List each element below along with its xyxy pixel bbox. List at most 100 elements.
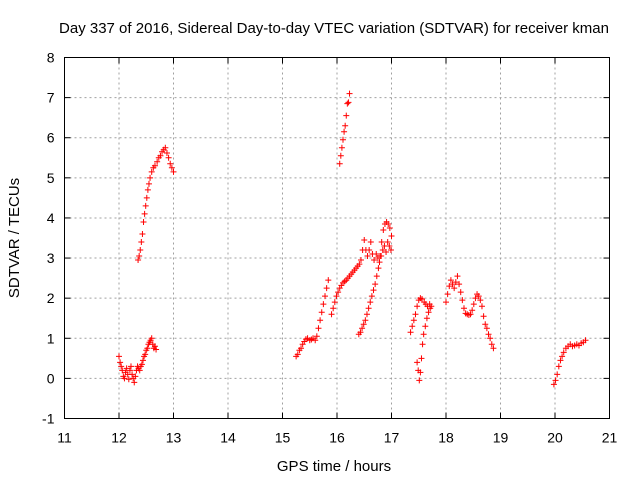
data-point: [323, 285, 330, 292]
data-point: [383, 249, 390, 256]
data-point: [312, 337, 319, 344]
data-point: [478, 303, 485, 310]
data-point: [550, 381, 557, 388]
series-arc-7: [407, 295, 435, 336]
data-point: [456, 281, 463, 288]
data-point: [335, 289, 342, 296]
data-point: [449, 281, 456, 288]
data-point: [132, 373, 139, 380]
data-point: [414, 359, 421, 366]
data-point: [417, 369, 424, 376]
series-arc-8: [414, 305, 434, 384]
data-point: [362, 317, 369, 324]
data-point: [379, 247, 386, 254]
data-point: [410, 317, 417, 324]
data-point: [555, 363, 562, 370]
data-point: [344, 100, 351, 107]
data-point: [153, 346, 160, 353]
data-point: [552, 377, 559, 384]
data-point: [165, 154, 172, 161]
chart-title: Day 337 of 2016, Sidereal Day-to-day VTE…: [59, 20, 609, 37]
data-point: [137, 247, 144, 254]
y-tick-label: 6: [47, 130, 55, 146]
y-tick-label: 4: [47, 210, 55, 226]
data-point: [490, 345, 497, 352]
data-point: [372, 281, 379, 288]
data-point: [359, 325, 366, 332]
plot-frame: [64, 57, 610, 419]
data-point: [419, 295, 426, 302]
y-tick-label: 3: [47, 250, 55, 266]
data-point: [460, 305, 467, 312]
data-point: [320, 301, 327, 308]
data-point: [126, 367, 133, 374]
data-point: [345, 99, 352, 106]
data-point: [136, 253, 143, 260]
data-point: [388, 232, 395, 239]
series-arc-1: [116, 335, 160, 386]
data-point: [346, 90, 353, 97]
data-point: [368, 293, 375, 300]
series-arc-9: [443, 273, 497, 352]
data-point: [313, 333, 320, 340]
data-point: [322, 293, 329, 300]
data-point: [330, 305, 337, 312]
data-point: [371, 257, 378, 264]
y-tick-label: 2: [47, 290, 55, 306]
series-arc-2: [135, 144, 177, 264]
data-point: [416, 377, 423, 384]
data-point: [454, 273, 461, 280]
data-points: [116, 90, 589, 388]
data-point: [443, 299, 449, 306]
data-point: [121, 375, 128, 382]
data-point: [582, 337, 589, 344]
data-point: [367, 299, 374, 306]
data-point: [136, 367, 143, 374]
x-tick-label: 14: [220, 430, 236, 446]
data-point: [333, 293, 340, 300]
y-tick-label: -1: [42, 411, 55, 427]
data-point: [467, 311, 474, 318]
data-point: [554, 371, 561, 378]
data-point: [338, 144, 345, 151]
data-point: [364, 253, 371, 260]
data-point: [363, 311, 370, 318]
data-point: [131, 379, 138, 386]
y-tick-label: 8: [47, 50, 55, 66]
x-tick-label: 19: [493, 430, 509, 446]
y-tick-label: 7: [47, 90, 55, 106]
data-point: [162, 144, 169, 151]
data-point: [386, 224, 393, 231]
data-point: [154, 158, 161, 165]
data-point: [142, 351, 149, 358]
data-point: [148, 168, 155, 175]
x-tick-label: 18: [438, 430, 454, 446]
x-tick-label: 13: [166, 430, 182, 446]
series-arc-4: [328, 237, 394, 318]
data-point: [387, 247, 394, 254]
data-point: [557, 357, 564, 364]
data-point: [151, 343, 158, 350]
data-point: [144, 186, 151, 193]
data-point: [147, 174, 154, 181]
data-point: [116, 353, 122, 360]
data-point: [144, 345, 151, 352]
data-point: [373, 273, 380, 280]
data-point: [469, 307, 476, 314]
data-point: [318, 309, 325, 316]
data-point: [370, 287, 377, 294]
data-point: [366, 247, 373, 254]
data-point: [357, 329, 364, 336]
data-point: [425, 309, 432, 316]
data-point: [337, 152, 344, 159]
data-point: [343, 112, 350, 119]
data-point: [356, 261, 363, 268]
data-point: [488, 341, 495, 348]
data-point: [151, 162, 158, 169]
y-tick-label: 0: [47, 370, 55, 386]
data-point: [447, 277, 454, 284]
data-point: [459, 297, 466, 304]
data-point: [141, 210, 148, 217]
data-point: [560, 349, 567, 356]
